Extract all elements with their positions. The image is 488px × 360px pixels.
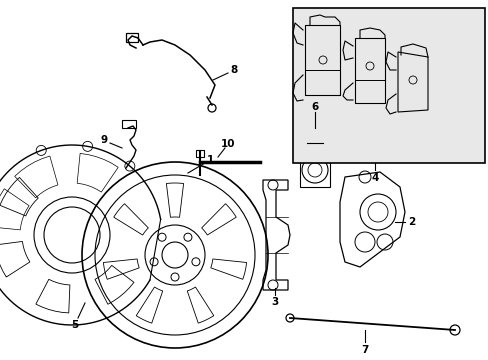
Text: 3: 3 [271,297,278,307]
Bar [299,143,329,187]
Text: 2: 2 [407,217,415,227]
Bar [305,70,339,95]
Text: 10: 10 [220,139,235,149]
Text: 9: 9 [100,135,107,145]
Text: 4: 4 [370,173,378,183]
Text: 7: 7 [361,345,368,355]
Text: 5: 5 [71,320,79,330]
Bar [292,8,484,163]
Text: 8: 8 [230,65,237,75]
Bar [122,120,136,128]
Text: 6: 6 [311,102,318,112]
Bar [354,80,384,103]
Bar [196,150,203,157]
Bar [126,33,138,42]
Text: 1: 1 [206,155,213,165]
